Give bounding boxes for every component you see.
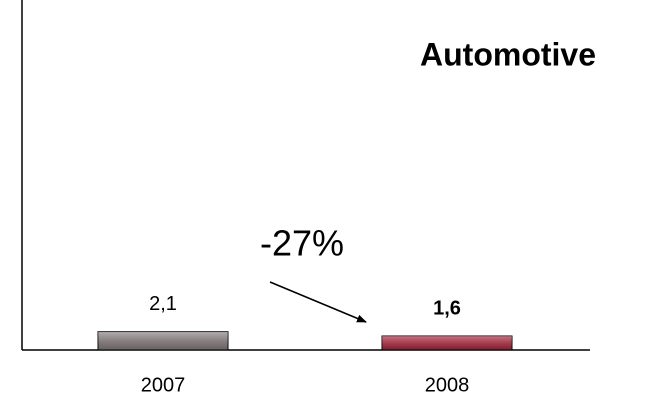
annotation: -27% (260, 223, 344, 264)
bar (97, 331, 229, 351)
value-label: 2,1 (149, 293, 177, 315)
chart-title: Automotive (420, 36, 596, 72)
arrow (269, 281, 367, 323)
bar (381, 335, 513, 351)
x-tick-label: 2008 (425, 374, 470, 396)
x-tick-label: 2007 (141, 374, 186, 396)
value-label: 1,6 (433, 297, 461, 319)
